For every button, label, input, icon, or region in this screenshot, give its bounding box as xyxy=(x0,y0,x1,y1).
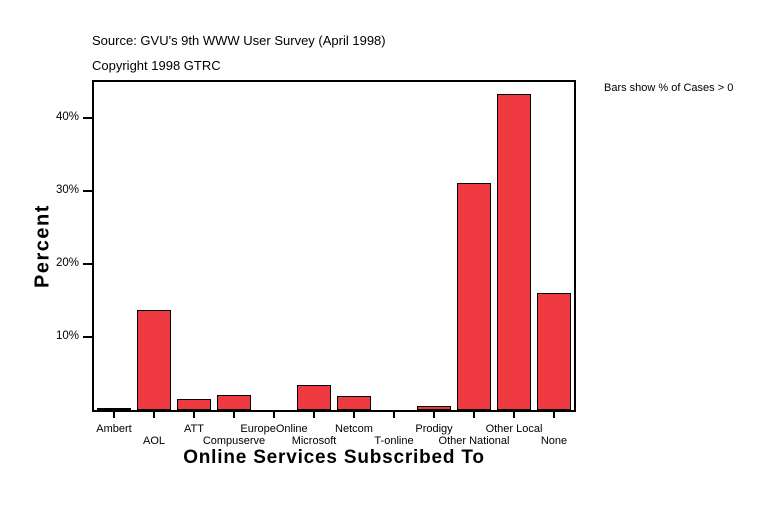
x-tick-label-other-national: Other National xyxy=(438,435,510,447)
y-tick-label: 20% xyxy=(55,257,79,270)
x-tick-mark xyxy=(393,412,395,418)
y-axis-title: Percent xyxy=(31,204,54,288)
x-tick-label-other-local: Other Local xyxy=(485,423,543,435)
bar-aol xyxy=(137,310,171,410)
x-axis-title: Online Services Subscribed To xyxy=(183,447,485,468)
bar-other-national xyxy=(457,182,491,410)
bar-other-local xyxy=(497,93,531,410)
bar-none xyxy=(537,292,571,410)
bar-netcom xyxy=(337,396,371,410)
plot-area xyxy=(94,82,574,410)
source-text: Source: GVU's 9th WWW User Survey (April… xyxy=(92,33,386,48)
x-tick-mark xyxy=(513,412,515,418)
x-tick-mark xyxy=(153,412,155,418)
bar-ambert xyxy=(97,408,131,410)
x-tick-label-microsoft: Microsoft xyxy=(291,435,337,447)
x-tick-label-netcom: Netcom xyxy=(335,423,373,435)
x-tick-label-europeonline: EuropeOnline xyxy=(240,423,308,435)
bar-compuserve xyxy=(217,395,251,410)
y-tick-label: 10% xyxy=(55,330,79,343)
y-tick-label: 40% xyxy=(55,111,79,124)
bars-note-text: Bars show % of Cases > 0 xyxy=(604,82,734,94)
y-tick-mark xyxy=(83,336,92,339)
x-tick-mark xyxy=(193,412,195,418)
x-tick-mark xyxy=(433,412,435,418)
x-tick-label-t-online: T-online xyxy=(374,435,414,447)
x-tick-label-att: ATT xyxy=(184,423,204,435)
bar-att xyxy=(177,399,211,410)
x-tick-label-prodigy: Prodigy xyxy=(415,423,453,435)
copyright-text: Copyright 1998 GTRC xyxy=(92,58,221,73)
x-tick-label-compuserve: Compuserve xyxy=(202,435,266,447)
x-tick-mark xyxy=(273,412,275,418)
x-tick-mark xyxy=(553,412,555,418)
x-tick-mark xyxy=(353,412,355,418)
y-tick-mark xyxy=(83,263,92,266)
bar-microsoft xyxy=(297,384,331,410)
plot-frame xyxy=(92,80,576,412)
x-tick-mark xyxy=(113,412,115,418)
x-tick-mark xyxy=(473,412,475,418)
x-tick-mark xyxy=(313,412,315,418)
y-tick-mark xyxy=(83,190,92,193)
bar-prodigy xyxy=(417,405,451,410)
x-tick-label-aol: AOL xyxy=(142,435,166,447)
x-tick-mark xyxy=(233,412,235,418)
y-tick-label: 30% xyxy=(55,184,79,197)
y-tick-mark xyxy=(83,117,92,120)
x-tick-label-ambert: Ambert xyxy=(96,423,132,435)
x-tick-label-none: None xyxy=(540,435,568,447)
